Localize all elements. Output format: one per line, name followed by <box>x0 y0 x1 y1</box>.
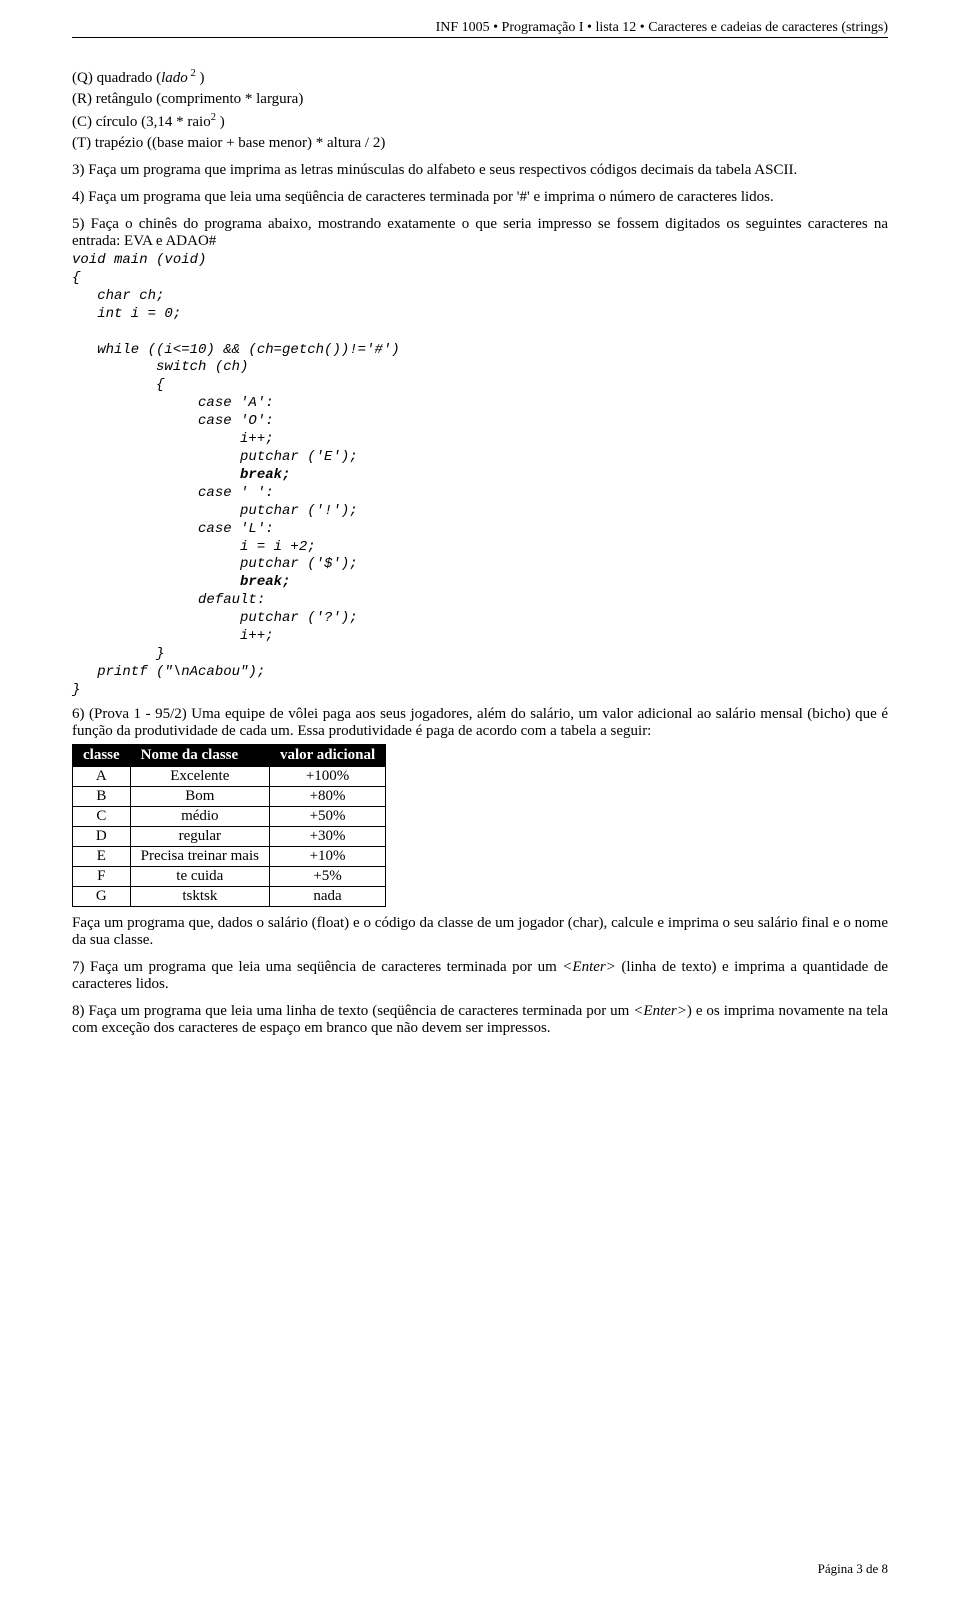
table-cell: F <box>73 866 131 886</box>
question-4: 4) Faça um programa que leia uma seqüênc… <box>72 189 888 206</box>
table-row: Gtsktsknada <box>73 886 386 906</box>
q7-enter: <Enter> <box>562 959 616 975</box>
table-cell: E <box>73 846 131 866</box>
table-cell: +5% <box>269 866 385 886</box>
col-classe: classe <box>73 744 131 766</box>
table-row: Dregular+30% <box>73 826 386 846</box>
question-3: 3) Faça um programa que imprima as letra… <box>72 162 888 179</box>
page-footer: Página 3 de 8 <box>818 1561 888 1577</box>
table-row: Cmédio+50% <box>73 806 386 826</box>
question-6b: Faça um programa que, dados o salário (f… <box>72 915 888 949</box>
lado-exponent: 2 <box>188 68 196 79</box>
option-q-text-b: ) <box>199 70 204 86</box>
table-cell: Precisa treinar mais <box>130 846 269 866</box>
option-q-text-a: (Q) quadrado ( <box>72 70 161 86</box>
q8-enter: <Enter> <box>633 1003 687 1019</box>
table-row: AExcelente+100% <box>73 766 386 786</box>
q8-text-a: 8) Faça um programa que leia uma linha d… <box>72 1003 633 1019</box>
lado-symbol: lado <box>161 70 188 86</box>
option-t: (T) trapézio ((base maior + base menor) … <box>72 135 888 152</box>
table-cell: Excelente <box>130 766 269 786</box>
table-cell: A <box>73 766 131 786</box>
table-cell: G <box>73 886 131 906</box>
table-cell: D <box>73 826 131 846</box>
shape-options: (Q) quadrado (lado 2 ) (R) retângulo (co… <box>72 68 888 152</box>
table-row: EPrecisa treinar mais+10% <box>73 846 386 866</box>
table-cell: regular <box>130 826 269 846</box>
code-block: void main (void) { char ch; int i = 0; w… <box>72 252 888 700</box>
table-cell: médio <box>130 806 269 826</box>
table-row: BBom+80% <box>73 786 386 806</box>
page-header: INF 1005 • Programação I • lista 12 • Ca… <box>72 20 888 38</box>
table-cell: +50% <box>269 806 385 826</box>
table-cell: C <box>73 806 131 826</box>
table-cell: +80% <box>269 786 385 806</box>
table-cell: Bom <box>130 786 269 806</box>
option-q: (Q) quadrado (lado 2 ) <box>72 68 888 87</box>
option-c-text-a: (C) círculo (3,14 * raio <box>72 114 211 130</box>
table-cell: tsktsk <box>130 886 269 906</box>
question-7: 7) Faça um programa que leia uma seqüênc… <box>72 959 888 993</box>
table-cell: +10% <box>269 846 385 866</box>
col-valor: valor adicional <box>269 744 385 766</box>
table-cell: te cuida <box>130 866 269 886</box>
question-8: 8) Faça um programa que leia uma linha d… <box>72 1003 888 1037</box>
table-cell: nada <box>269 886 385 906</box>
table-row: Fte cuida+5% <box>73 866 386 886</box>
option-r: (R) retângulo (comprimento * largura) <box>72 91 888 108</box>
option-c: (C) círculo (3,14 * raio2 ) <box>72 112 888 131</box>
table-header-row: classe Nome da classe valor adicional <box>73 744 386 766</box>
q7-text-a: 7) Faça um programa que leia uma seqüênc… <box>72 959 562 975</box>
option-c-text-b: ) <box>216 114 225 130</box>
question-6: 6) (Prova 1 - 95/2) Uma equipe de vôlei … <box>72 706 888 740</box>
col-nome: Nome da classe <box>130 744 269 766</box>
table-cell: B <box>73 786 131 806</box>
bonus-table: classe Nome da classe valor adicional AE… <box>72 744 386 907</box>
table-cell: +100% <box>269 766 385 786</box>
table-cell: +30% <box>269 826 385 846</box>
question-5: 5) Faça o chinês do programa abaixo, mos… <box>72 216 888 250</box>
